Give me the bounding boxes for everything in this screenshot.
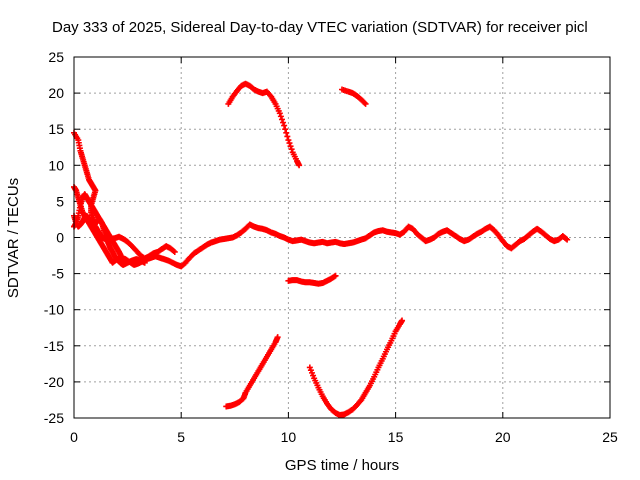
- data-point: [564, 236, 571, 243]
- series-arc-9: [306, 317, 406, 419]
- x-tick-label: 25: [602, 429, 618, 445]
- data-point: [287, 143, 294, 150]
- y-axis-label: SDTVAR / TECUs: [5, 178, 22, 298]
- data-point: [278, 116, 285, 123]
- data-point: [288, 146, 295, 153]
- data-point: [332, 272, 339, 279]
- y-tick-label: -25: [44, 410, 64, 426]
- plot-frame: [73, 56, 611, 419]
- series-arc-2: [71, 183, 571, 270]
- chart-title: Day 333 of 2025, Sidereal Day-to-day VTE…: [52, 19, 588, 36]
- series-arc-7: [285, 272, 339, 287]
- data-point: [171, 248, 178, 255]
- data-point: [120, 256, 127, 263]
- x-tick-label: 15: [388, 429, 404, 445]
- data-point: [141, 259, 148, 266]
- data-point: [285, 137, 292, 144]
- x-axis-label: GPS time / hours: [285, 457, 399, 474]
- data-point: [276, 110, 283, 117]
- x-tick-label: 0: [70, 429, 78, 445]
- y-tick-label: 25: [48, 49, 64, 65]
- data-point: [280, 119, 287, 126]
- data-point: [170, 248, 177, 255]
- data-point: [286, 140, 293, 147]
- y-tick-label: -15: [44, 338, 64, 354]
- data-point: [361, 99, 368, 106]
- y-tick-label: 0: [56, 230, 64, 246]
- y-tick-label: -5: [52, 266, 65, 282]
- series-arc-8: [223, 334, 281, 410]
- data-point: [362, 100, 369, 107]
- data-point: [563, 235, 570, 242]
- data-point: [284, 133, 291, 140]
- y-tick-label: -20: [44, 374, 64, 390]
- data-point: [283, 129, 290, 136]
- y-tick-label: 20: [48, 85, 64, 101]
- y-tick-label: 5: [56, 193, 64, 209]
- axis-ticks: 0 5 10 15 20 25 -25 -20 -15 -10 -5 0 5 10 15 20 25: [44, 49, 618, 445]
- y-tick-label: 15: [48, 121, 64, 137]
- data-point: [277, 113, 284, 120]
- data-point: [296, 162, 303, 169]
- data-points: [71, 80, 571, 419]
- data-point: [399, 317, 406, 324]
- x-tick-label: 20: [495, 429, 511, 445]
- data-point: [274, 334, 281, 341]
- data-point: [282, 126, 289, 133]
- series-arc-6: [339, 86, 369, 107]
- data-point: [281, 122, 288, 129]
- series-arc-4: [71, 191, 127, 263]
- x-tick-label: 10: [281, 429, 297, 445]
- y-tick-label: 10: [48, 157, 64, 173]
- y-tick-label: -10: [44, 302, 64, 318]
- series-arc-5: [225, 80, 303, 169]
- x-tick-label: 5: [177, 429, 185, 445]
